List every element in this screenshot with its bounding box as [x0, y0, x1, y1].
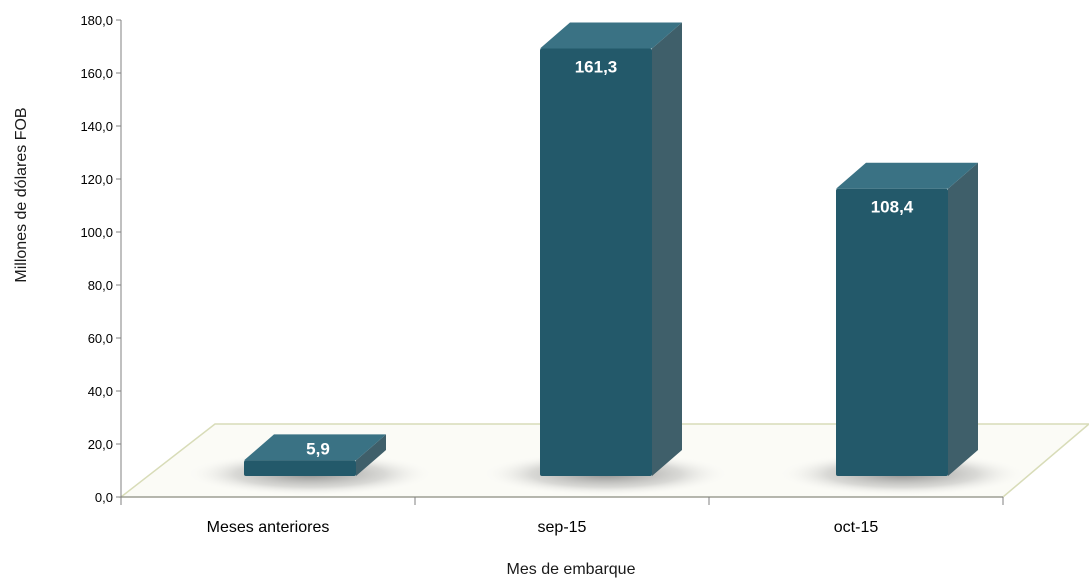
bar — [540, 22, 682, 477]
bar-front — [540, 48, 652, 477]
y-tick-label: 160,0 — [80, 66, 113, 81]
bar-top — [540, 22, 682, 49]
bar-side — [356, 434, 386, 476]
bar-front — [836, 188, 948, 477]
y-tick-label: 100,0 — [80, 225, 113, 240]
x-category-label: oct-15 — [834, 519, 879, 536]
data-label: 108,4 — [871, 198, 914, 217]
y-tick-label: 20,0 — [88, 437, 113, 452]
data-label: 161,3 — [575, 58, 618, 77]
y-tick-label: 0,0 — [95, 490, 113, 505]
labels: 0,0 20,0 40,0 60,0 80,0 100,0 120,0 140,0 160,0 1… — [80, 13, 913, 536]
y-axis — [116, 19, 1004, 505]
x-category-label: sep-15 — [538, 519, 587, 536]
bar-side — [948, 162, 978, 477]
y-tick-label: 40,0 — [88, 384, 113, 399]
y-axis-title: Millones de dólares FOB — [13, 107, 30, 282]
x-category-label: Meses anteriores — [207, 519, 330, 536]
data-label: 5,9 — [306, 439, 330, 458]
bar — [836, 162, 978, 477]
bar-front — [244, 460, 356, 476]
x-axis-title: Mes de embarque — [507, 561, 636, 578]
y-tick-label: 80,0 — [88, 278, 113, 293]
y-tick-label: 60,0 — [88, 331, 113, 346]
y-tick-label: 180,0 — [80, 13, 113, 28]
bar — [244, 434, 386, 476]
y-tick-label: 140,0 — [80, 119, 113, 134]
bar-side — [652, 22, 682, 477]
bars — [244, 22, 978, 477]
bar-top — [836, 162, 978, 189]
bar-top — [244, 434, 386, 461]
y-tick-label: 120,0 — [80, 172, 113, 187]
